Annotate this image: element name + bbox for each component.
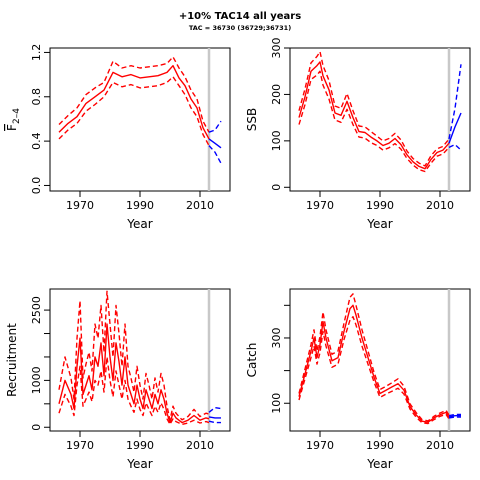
catch-x-tick-label: 2010 <box>426 439 454 452</box>
ssb-projection-upper-series <box>448 64 462 140</box>
recruitment-historic-lower-series <box>58 356 210 426</box>
ssb-x-axis-label: Year <box>366 217 392 231</box>
catch-y-tick-label: 300 <box>270 327 283 348</box>
f-y-tick-label: 0.4 <box>30 132 43 150</box>
ssb-projection-median-series <box>448 112 462 144</box>
catch-y-axis-label: Catch <box>245 343 259 378</box>
ssb-historic-upper-series <box>298 51 450 167</box>
recruitment-historic-median-series <box>58 323 210 424</box>
recruitment-y-axis-label: Recruitment <box>5 323 19 397</box>
ssb-historic-median-series <box>298 61 450 170</box>
ssb-y-axis-label: SSB <box>245 108 259 131</box>
ssb-projection-lower-series <box>448 143 462 151</box>
chart-subtitle: TAC = 36730 (36729;36731) <box>188 24 292 32</box>
catch-projection-upper-series <box>448 413 461 417</box>
catch-historic-lower-series <box>298 316 450 425</box>
ssb-x-tick-label: 1970 <box>306 199 334 212</box>
ssb-y-tick-label: 300 <box>270 38 283 59</box>
ssb-historic-lower-series <box>298 70 450 173</box>
catch-projection-lower-series <box>448 416 461 419</box>
recruitment-x-tick-label: 1970 <box>66 439 94 452</box>
f-projection-median-series <box>208 138 222 149</box>
ssb-y-tick-label: 0 <box>270 184 283 191</box>
catch-projection-median-series <box>448 415 461 418</box>
recruitment-historic-upper-series <box>58 290 210 421</box>
f-projection-upper-series <box>208 120 222 133</box>
recruitment-panel: 1970 1990 2010 0 1000 2500 Year Recruitment <box>5 288 231 471</box>
f-y-axis-label: F2–4 <box>5 108 22 131</box>
f-historic-lower-series <box>58 76 210 146</box>
ssb-y-tick-label: 200 <box>270 84 283 105</box>
catch-historic-upper-series <box>298 293 450 422</box>
recruitment-projection-median-series <box>208 416 221 419</box>
ssb-panel: 1970 1990 2010 0 100 200 300 Year SSB <box>245 38 471 231</box>
catch-x-tick-label: 1990 <box>366 439 394 452</box>
ssb-x-tick-label: 2010 <box>426 199 454 212</box>
f-panel: 1970 1990 2010 0.0 0.4 0.8 1.2 Year F2–4 <box>5 44 231 231</box>
f-projection-lower-series <box>208 145 222 164</box>
catch-plot-frame <box>289 288 471 432</box>
f-historic-upper-series <box>58 56 210 133</box>
chart-title: +10% TAC14 all years <box>178 11 302 22</box>
recruitment-x-tick-label: 1990 <box>126 439 154 452</box>
catch-panel: 1970 1990 2010 100 300 Year Catch <box>245 288 471 471</box>
f-x-tick-label: 1990 <box>126 199 154 212</box>
f-x-tick-label: 2010 <box>186 199 214 212</box>
f-y-tick-label: 0.0 <box>30 177 43 195</box>
ssb-x-tick-label: 1990 <box>366 199 394 212</box>
recruitment-y-tick-label: 0 <box>30 424 43 431</box>
recruitment-projection-upper-series <box>208 406 222 413</box>
f-x-tick-label: 1970 <box>66 199 94 212</box>
f-y-tick-label: 1.2 <box>30 44 43 62</box>
f-x-axis-label: Year <box>126 217 152 231</box>
ssb-plot-frame <box>289 47 471 192</box>
recruitment-y-tick-label: 2500 <box>30 296 43 324</box>
recruitment-projection-lower-series <box>208 420 221 424</box>
f-historic-median-series <box>58 64 210 140</box>
catch-y-tick-label: 100 <box>270 393 283 414</box>
recruitment-y-tick-label: 1000 <box>30 366 43 394</box>
recruitment-x-tick-label: 2010 <box>186 439 214 452</box>
ssb-y-tick-label: 100 <box>270 130 283 151</box>
catch-x-tick-label: 1970 <box>306 439 334 452</box>
f-plot-frame <box>49 47 231 192</box>
catch-x-axis-label: Year <box>366 457 392 471</box>
catch-historic-median-series <box>298 304 450 423</box>
recruitment-x-axis-label: Year <box>126 457 152 471</box>
f-y-tick-label: 0.8 <box>30 88 43 106</box>
